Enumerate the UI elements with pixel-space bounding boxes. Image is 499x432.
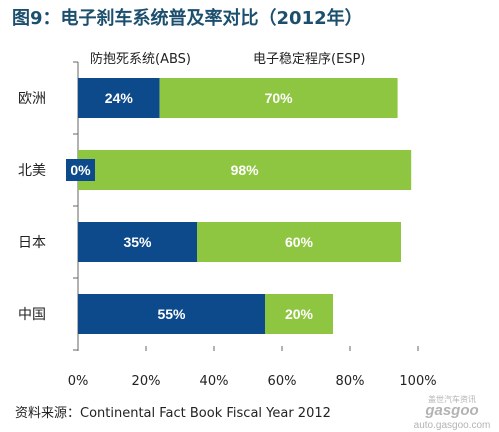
data-label: 55% [157, 306, 186, 322]
bar-segment [78, 294, 265, 334]
legend-item-esp: 电子稳定程序(ESP) [253, 51, 365, 67]
x-tick-label: 40% [200, 374, 229, 389]
bar-segment [78, 222, 197, 262]
category-label: 中国 [18, 307, 46, 323]
data-label: 24% [105, 90, 134, 106]
chart-title: 图9：电子刹车系统普及率对比（2012年） [12, 7, 363, 29]
bar-segment [265, 294, 333, 334]
source-note: 资料来源：Continental Fact Book Fiscal Year 2… [15, 406, 331, 421]
x-tick-label: 80% [336, 374, 365, 389]
plot-area: 0% 20% 40% 60% 80% 100% 欧洲 24% 70% 北美 98% 日本 35% 60% 中… [18, 61, 437, 389]
data-label: 0% [70, 162, 91, 178]
x-tick-label: 20% [132, 374, 161, 389]
data-label: 60% [285, 234, 314, 250]
data-label-box [66, 159, 95, 181]
bar-segment [197, 222, 401, 262]
legend: 防抱死系统(ABS) 电子稳定程序(ESP) [90, 51, 365, 67]
watermark-cn: 盖世汽车资讯 [428, 394, 476, 404]
bar-segment [159, 78, 398, 118]
bar-segment [78, 150, 412, 190]
watermark-brand: gasgoo [424, 402, 478, 419]
x-tick-label: 60% [268, 374, 297, 389]
x-tick-label: 0% [68, 374, 89, 389]
bar-segment [78, 78, 160, 118]
category-label: 日本 [18, 235, 46, 251]
watermark-logo: 盖世汽车资讯 gasgoo auto.gasgoo.com [414, 394, 491, 431]
data-label: 98% [231, 162, 260, 178]
data-label: 20% [285, 306, 314, 322]
watermark-url: auto.gasgoo.com [414, 420, 491, 431]
category-label: 北美 [18, 163, 46, 179]
data-label: 35% [123, 234, 152, 250]
x-tick-label: 100% [399, 374, 436, 389]
legend-item-abs: 防抱死系统(ABS) [90, 51, 191, 67]
data-label: 70% [265, 90, 294, 106]
category-label: 欧洲 [18, 91, 46, 107]
